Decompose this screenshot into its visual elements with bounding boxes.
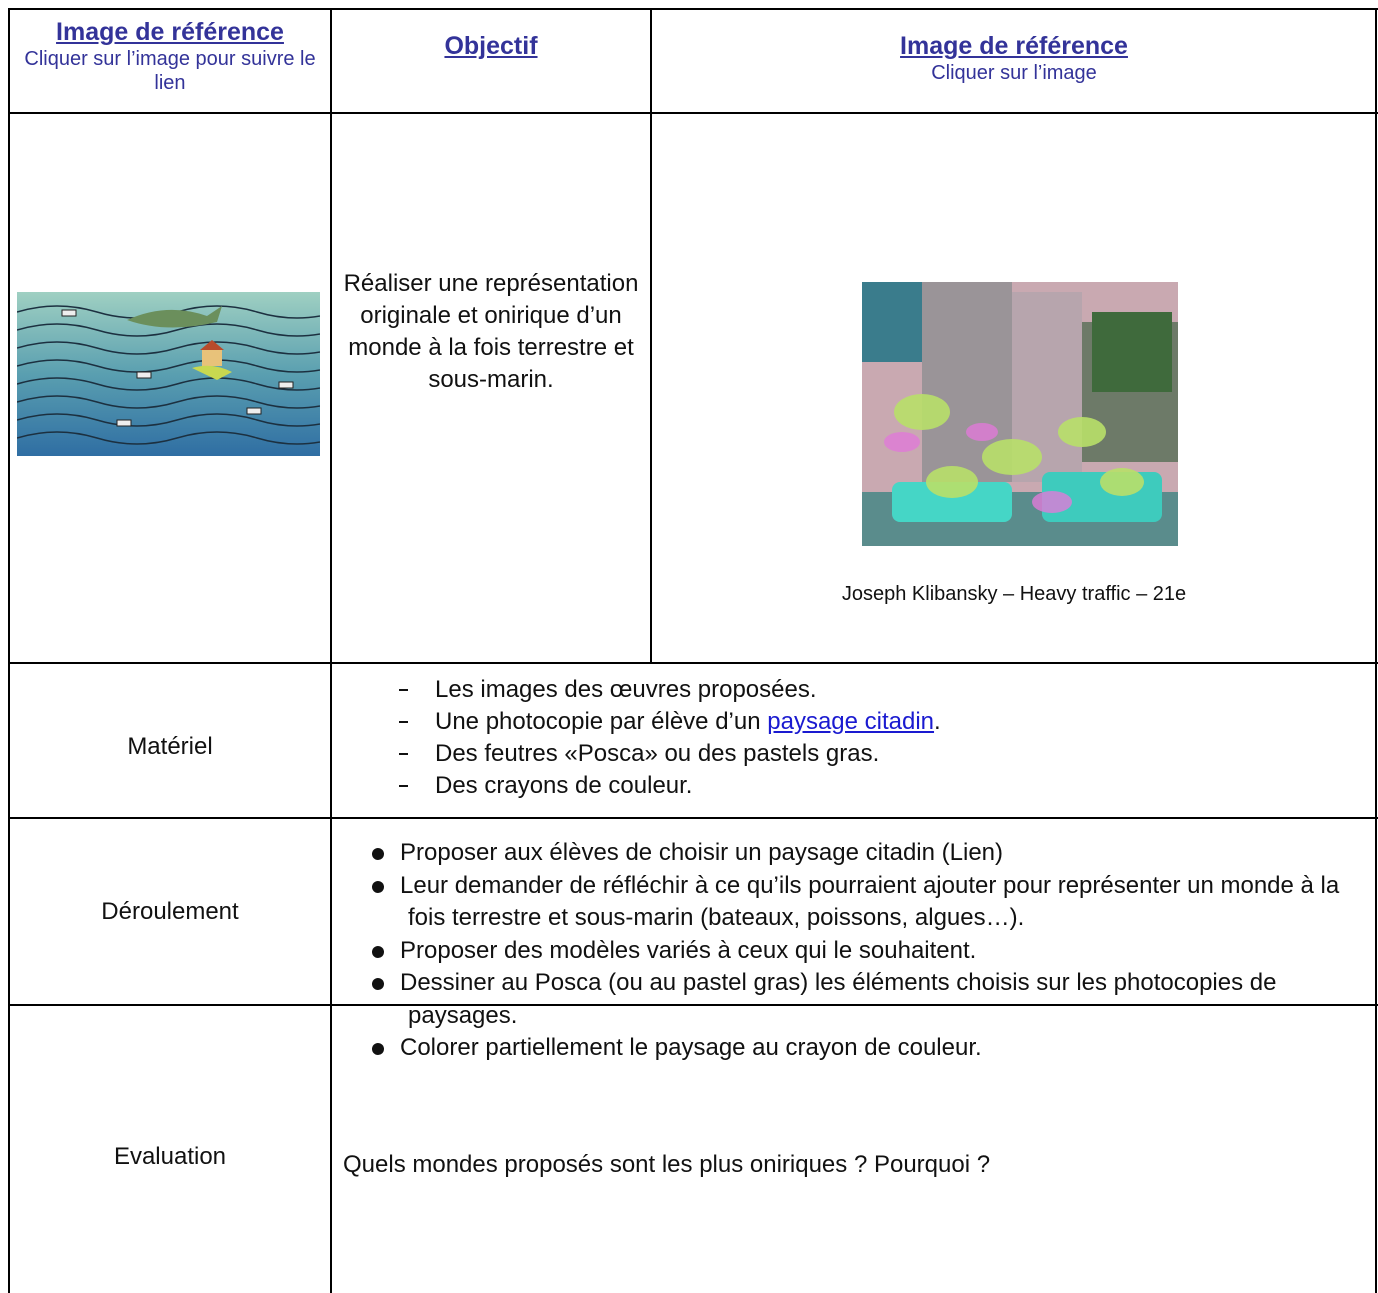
list-item: Leur demander de réfléchir à ce qu’ils p… (372, 870, 1360, 935)
dash (399, 689, 408, 691)
list-item: Proposer des modèles variés à ceux qui l… (372, 935, 1360, 968)
row-label: Matériel (127, 733, 213, 760)
item-text: Une photocopie par élève d’un (435, 708, 768, 735)
header-cell: Image de référence Cliquer sur l’image (652, 32, 1376, 85)
list-item: Des crayons de couleur. (399, 770, 1365, 802)
list-item: Des feutres «Posca» ou des pastels gras. (399, 738, 1365, 770)
deroulement-list: Proposer aux élèves de choisir un paysag… (372, 837, 1360, 1065)
item-text: Proposer aux élèves de choisir un paysag… (400, 839, 1004, 866)
border (8, 817, 1378, 819)
header-subtitle: Cliquer sur l’image (931, 62, 1097, 84)
list-item: Colorer partiellement le paysage au cray… (372, 1032, 1360, 1065)
bullet (372, 978, 384, 990)
dash (399, 753, 408, 755)
item-text: . (934, 708, 941, 735)
item-text: Leur demander de réfléchir à ce qu’ils p… (400, 871, 1340, 932)
bullet (372, 880, 384, 893)
list-item: Dessiner au Posca (ou au pastel gras) le… (372, 967, 1360, 1032)
border (650, 8, 652, 664)
item-text: Proposer des modèles variés à ceux qui l… (400, 936, 977, 964)
materiel-list: Les images des œuvres proposées. Une pho… (399, 674, 1365, 802)
header-cell: Objectif (332, 32, 650, 61)
list-item: Une photocopie par élève d’un paysage ci… (399, 706, 1365, 738)
dash (399, 721, 408, 723)
item-text: Des feutres «Posca» ou des pastels gras. (435, 740, 880, 767)
bullet (372, 848, 384, 860)
row-label: Déroulement (101, 898, 239, 925)
bullet (372, 1043, 384, 1055)
header-subtitle: Cliquer sur l’image pour suivre le lien (24, 48, 316, 94)
caption: Joseph Klibansky – Heavy traffic – 21e (841, 583, 1187, 605)
item-text: Colorer partiellement le paysage au cray… (400, 1034, 982, 1061)
item-text: Les images des œuvres proposées. (435, 676, 817, 703)
item-text: Dessiner au Posca (ou au pastel gras) le… (400, 969, 1277, 1029)
objective: Réaliser une représentation originale et… (343, 270, 639, 393)
border (8, 112, 1378, 114)
list-item: Proposer aux élèves de choisir un paysag… (372, 837, 1360, 870)
border (8, 8, 10, 1293)
header-cell: Image de référence Cliquer sur l’image p… (10, 18, 330, 95)
evaluation-text: Quels mondes proposés sont les plus onir… (343, 1151, 991, 1178)
border (1375, 8, 1377, 1293)
bullet (372, 945, 384, 958)
reference-image[interactable] (862, 282, 1178, 546)
border (330, 8, 332, 1293)
border (8, 662, 1378, 664)
row-label: Evaluation (113, 1143, 227, 1170)
header-title[interactable]: Image de référence (900, 32, 1128, 60)
dash (399, 785, 408, 787)
reference-image[interactable] (17, 292, 320, 456)
header-title[interactable]: Objectif (444, 32, 538, 60)
list-item: Les images des œuvres proposées. (399, 674, 1365, 706)
border (8, 8, 1378, 10)
border (8, 1004, 1378, 1006)
header-title[interactable]: Image de référence (56, 18, 284, 46)
item-text: Des crayons de couleur. (435, 772, 693, 799)
link[interactable]: paysage citadin (767, 708, 935, 735)
